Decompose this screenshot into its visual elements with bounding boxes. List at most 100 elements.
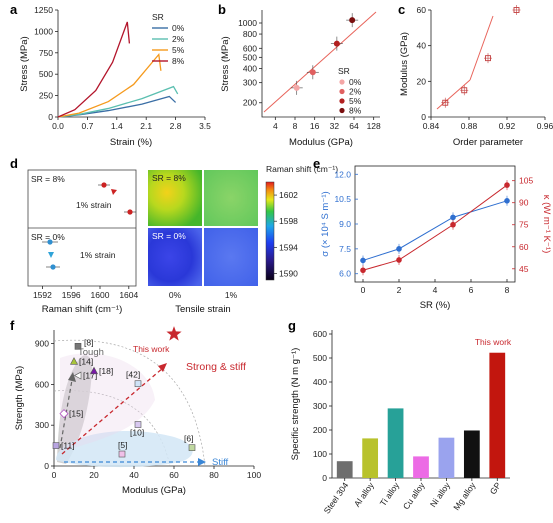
panel-f-point-this-work xyxy=(166,326,182,341)
panel-b-ytick-label: 400 xyxy=(243,63,257,73)
panel-b-ytick-label: 500 xyxy=(243,52,257,62)
panel-d-annotation-2: 1% strain xyxy=(80,250,116,260)
panel-g-ytick-label: 600 xyxy=(313,329,327,339)
panel-f-point xyxy=(52,442,60,449)
heatmap-sr8-label: SR = 8% xyxy=(152,173,186,183)
panel-a-xtick-label: 3.5 xyxy=(199,121,211,131)
panel-f-ytick-label: 900 xyxy=(35,339,49,349)
panel-c-ytick-label: 40 xyxy=(417,41,427,51)
panel-c-point xyxy=(442,99,449,106)
panel-e-point-left xyxy=(504,198,510,204)
panel-a-legend-label: 5% xyxy=(172,45,185,55)
panel-f-xtick-label: 40 xyxy=(129,470,139,480)
panel-c-xtick-label: 0.96 xyxy=(537,121,553,131)
panel-e-ytick-right-label: 45 xyxy=(519,264,529,274)
panel-e-point-right xyxy=(504,182,510,188)
panel-g-bar-6 xyxy=(489,352,506,478)
panel-g-category-label: Mg alloy xyxy=(451,480,478,512)
tough-arrow-head xyxy=(68,372,76,382)
panel-e-point-right xyxy=(396,257,402,263)
panel-e-ytick-right-label: 60 xyxy=(519,242,529,252)
panel-g-bar-3 xyxy=(413,456,429,478)
panel-a-legend-title: SR xyxy=(152,12,164,22)
panel-e-ylabel-right: κ (W m⁻¹ K⁻¹) xyxy=(541,195,552,254)
panel-f-ytick-label: 600 xyxy=(35,379,49,389)
panel-e-ytick-right-label: 105 xyxy=(519,176,533,186)
panel-e-xtick-label: 4 xyxy=(433,285,438,295)
panel-e-point-right xyxy=(360,267,366,274)
panel-b-xtick-label: 8 xyxy=(293,121,298,131)
this-work-label-g: This work xyxy=(475,337,512,347)
panel-g-ytick-label: 100 xyxy=(313,449,327,459)
panel-a-xtick-label: 0.0 xyxy=(52,121,64,131)
panel-b-xtick-label: 16 xyxy=(310,121,320,131)
panel-d-point-sr0-0 xyxy=(47,239,53,245)
panel-a-series-line-8% xyxy=(57,21,131,118)
panel-b-legend-marker xyxy=(339,88,345,95)
colorbar-tick-label: 1594 xyxy=(279,242,298,252)
panel-f-xtick-label: 20 xyxy=(89,470,99,480)
panel-b-xtick-label: 4 xyxy=(273,121,278,131)
panel-c-point xyxy=(461,87,468,94)
panel-e-xlabel: SR (%) xyxy=(420,300,451,311)
panel-c-label: c xyxy=(398,2,405,17)
panel-f-point-label: [18] xyxy=(99,366,113,376)
panel-f-ytick-label: 0 xyxy=(44,461,49,471)
panel-a: a 0.0 0.7 1.4 2.1 2.8 3.5 0 250 500 750 1000 1250 S… xyxy=(10,2,211,148)
panel-b-fit-line xyxy=(263,11,377,113)
panel-f-xtick-label: 80 xyxy=(209,470,219,480)
panel-d-xlabel-left: Raman shift (cm⁻¹) xyxy=(42,304,123,315)
colorbar-tick-label: 1598 xyxy=(279,216,298,226)
panel-c-point xyxy=(485,55,491,62)
panel-d-xlabel-right: Tensile strain xyxy=(175,304,230,315)
this-work-label-f: This work xyxy=(133,344,170,354)
panel-e-xtick-label: 2 xyxy=(397,285,402,295)
panel-b-ytick-label: 600 xyxy=(243,43,257,53)
panel-f-point-label: [8] xyxy=(84,337,93,347)
panel-f-point xyxy=(134,380,142,388)
panel-b-axes xyxy=(261,10,380,118)
panel-c-fit-line-2 xyxy=(469,15,494,81)
panel-g-bar-5 xyxy=(463,430,480,478)
panel-d-point-sr8-0 xyxy=(101,182,107,188)
panel-a-ytick-label: 250 xyxy=(39,91,53,101)
panel-e-point-right xyxy=(450,221,456,228)
panel-d-sr8-label: SR = 8% xyxy=(31,174,65,184)
panel-d-annotation-1: 1% strain xyxy=(76,200,112,210)
strong-stiff-arrow-head xyxy=(158,363,167,372)
panel-e-point-left xyxy=(360,257,366,264)
panel-d-xtick-1: 1% xyxy=(225,290,238,300)
panel-g-category-label: GP xyxy=(488,480,503,496)
panel-a-ytick-label: 1250 xyxy=(34,5,53,15)
panel-f-point-label: [11] xyxy=(61,441,75,451)
panel-c-xlabel: Order parameter xyxy=(453,137,523,148)
panel-a-legend-label: 2% xyxy=(172,34,185,44)
panel-f-point-label: [15] xyxy=(69,409,83,419)
panel-c-ylabel: Modulus (GPa) xyxy=(399,32,410,96)
panel-b-legend-title: SR xyxy=(338,66,350,76)
panel-e-ytick-left-label: 6.0 xyxy=(339,269,351,279)
colorbar-tick-label: 1590 xyxy=(279,268,298,278)
panel-e-ytick-right-label: 75 xyxy=(519,220,529,230)
panel-f-point xyxy=(73,371,82,380)
panel-g-label: g xyxy=(288,318,296,333)
panel-a-xtick-label: 2.1 xyxy=(140,121,152,131)
panel-f-point-label: [17] xyxy=(83,371,97,381)
panel-a-ytick-label: 750 xyxy=(39,48,53,58)
panel-a-xlabel: Strain (%) xyxy=(110,137,152,148)
panel-d-xtick-label: 1596 xyxy=(62,290,81,300)
tough-arrow xyxy=(59,379,73,449)
panel-b-label: b xyxy=(218,2,226,17)
panel-a-ytick-label: 500 xyxy=(39,69,53,79)
panel-a-ytick-label: 1000 xyxy=(34,26,53,36)
panel-g-category-label: Ti alloy xyxy=(378,480,402,508)
panel-g-ytick-label: 200 xyxy=(313,425,327,435)
heatmap-sr0-label: SR = 0% xyxy=(152,231,186,241)
panel-b-ylabel: Stress (MPa) xyxy=(220,36,231,91)
panel-a-legend-label: 8% xyxy=(172,56,185,66)
panel-c-ytick-label: 20 xyxy=(417,76,427,86)
panel-e-frame xyxy=(354,165,516,283)
panel-b-point-0% xyxy=(293,84,300,91)
panel-e-ytick-left-label: 10.5 xyxy=(334,194,351,204)
